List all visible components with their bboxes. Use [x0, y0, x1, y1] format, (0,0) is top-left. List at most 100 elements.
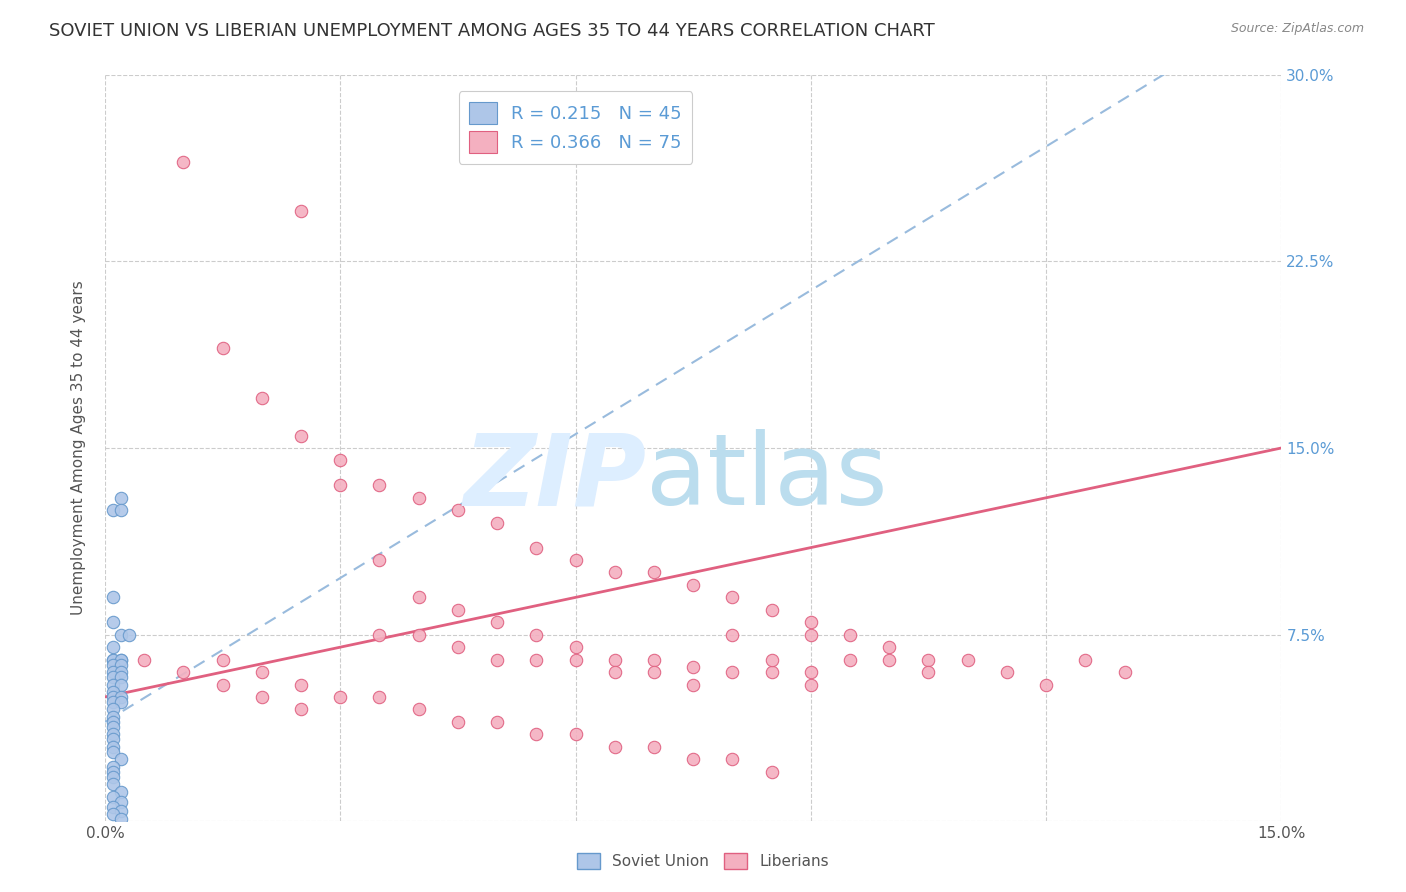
Point: [603, 739, 626, 754]
Point: [101, 665, 124, 679]
Point: [603, 665, 626, 679]
Point: [101, 714, 124, 729]
Point: [290, 677, 312, 691]
Point: [447, 714, 470, 729]
Point: [329, 453, 352, 467]
Point: [101, 677, 124, 691]
Point: [682, 752, 704, 766]
Point: [172, 665, 194, 679]
Point: [800, 665, 823, 679]
Point: [290, 204, 312, 219]
Point: [101, 764, 124, 779]
Y-axis label: Unemployment Among Ages 35 to 44 years: Unemployment Among Ages 35 to 44 years: [72, 281, 86, 615]
Point: [447, 503, 470, 517]
Point: [101, 807, 124, 822]
Point: [211, 652, 233, 666]
Point: [643, 566, 665, 580]
Point: [603, 652, 626, 666]
Point: [603, 566, 626, 580]
Point: [761, 764, 783, 779]
Point: [110, 503, 132, 517]
Point: [839, 628, 862, 642]
Point: [110, 665, 132, 679]
Point: [368, 553, 391, 567]
Point: [117, 628, 139, 642]
Point: [101, 591, 124, 605]
Point: [643, 652, 665, 666]
Point: [877, 640, 900, 655]
Point: [564, 652, 586, 666]
Point: [101, 695, 124, 709]
Legend: Soviet Union, Liberians: Soviet Union, Liberians: [571, 847, 835, 875]
Point: [101, 745, 124, 759]
Point: [101, 670, 124, 684]
Point: [101, 615, 124, 630]
Point: [524, 541, 547, 555]
Point: [800, 615, 823, 630]
Point: [643, 665, 665, 679]
Point: [110, 657, 132, 672]
Point: [101, 710, 124, 724]
Point: [172, 154, 194, 169]
Point: [721, 591, 744, 605]
Point: [110, 652, 132, 666]
Point: [408, 491, 430, 505]
Point: [101, 652, 124, 666]
Point: [368, 628, 391, 642]
Point: [211, 677, 233, 691]
Point: [721, 665, 744, 679]
Point: [917, 652, 939, 666]
Point: [101, 799, 124, 814]
Point: [368, 478, 391, 492]
Point: [101, 657, 124, 672]
Point: [1035, 677, 1057, 691]
Point: [290, 428, 312, 442]
Point: [995, 665, 1018, 679]
Point: [408, 628, 430, 642]
Point: [564, 553, 586, 567]
Point: [101, 652, 124, 666]
Point: [110, 690, 132, 704]
Point: [110, 784, 132, 798]
Point: [1074, 652, 1097, 666]
Point: [110, 695, 132, 709]
Point: [110, 670, 132, 684]
Point: [110, 652, 132, 666]
Point: [1114, 665, 1136, 679]
Point: [101, 777, 124, 791]
Point: [643, 739, 665, 754]
Point: [110, 752, 132, 766]
Point: [761, 652, 783, 666]
Text: atlas: atlas: [647, 429, 887, 526]
Point: [877, 652, 900, 666]
Point: [290, 702, 312, 716]
Point: [110, 491, 132, 505]
Point: [682, 660, 704, 674]
Point: [564, 727, 586, 741]
Point: [682, 578, 704, 592]
Point: [101, 732, 124, 747]
Point: [839, 652, 862, 666]
Point: [524, 628, 547, 642]
Point: [101, 770, 124, 784]
Point: [329, 478, 352, 492]
Point: [101, 720, 124, 734]
Point: [250, 665, 273, 679]
Point: [800, 677, 823, 691]
Point: [110, 812, 132, 826]
Point: [110, 805, 132, 819]
Point: [101, 503, 124, 517]
Point: [486, 615, 509, 630]
Point: [329, 690, 352, 704]
Point: [101, 727, 124, 741]
Point: [761, 603, 783, 617]
Point: [110, 795, 132, 809]
Text: Source: ZipAtlas.com: Source: ZipAtlas.com: [1230, 22, 1364, 36]
Point: [101, 640, 124, 655]
Point: [486, 652, 509, 666]
Text: ZIP: ZIP: [463, 429, 647, 526]
Point: [721, 752, 744, 766]
Point: [761, 665, 783, 679]
Point: [408, 591, 430, 605]
Point: [800, 628, 823, 642]
